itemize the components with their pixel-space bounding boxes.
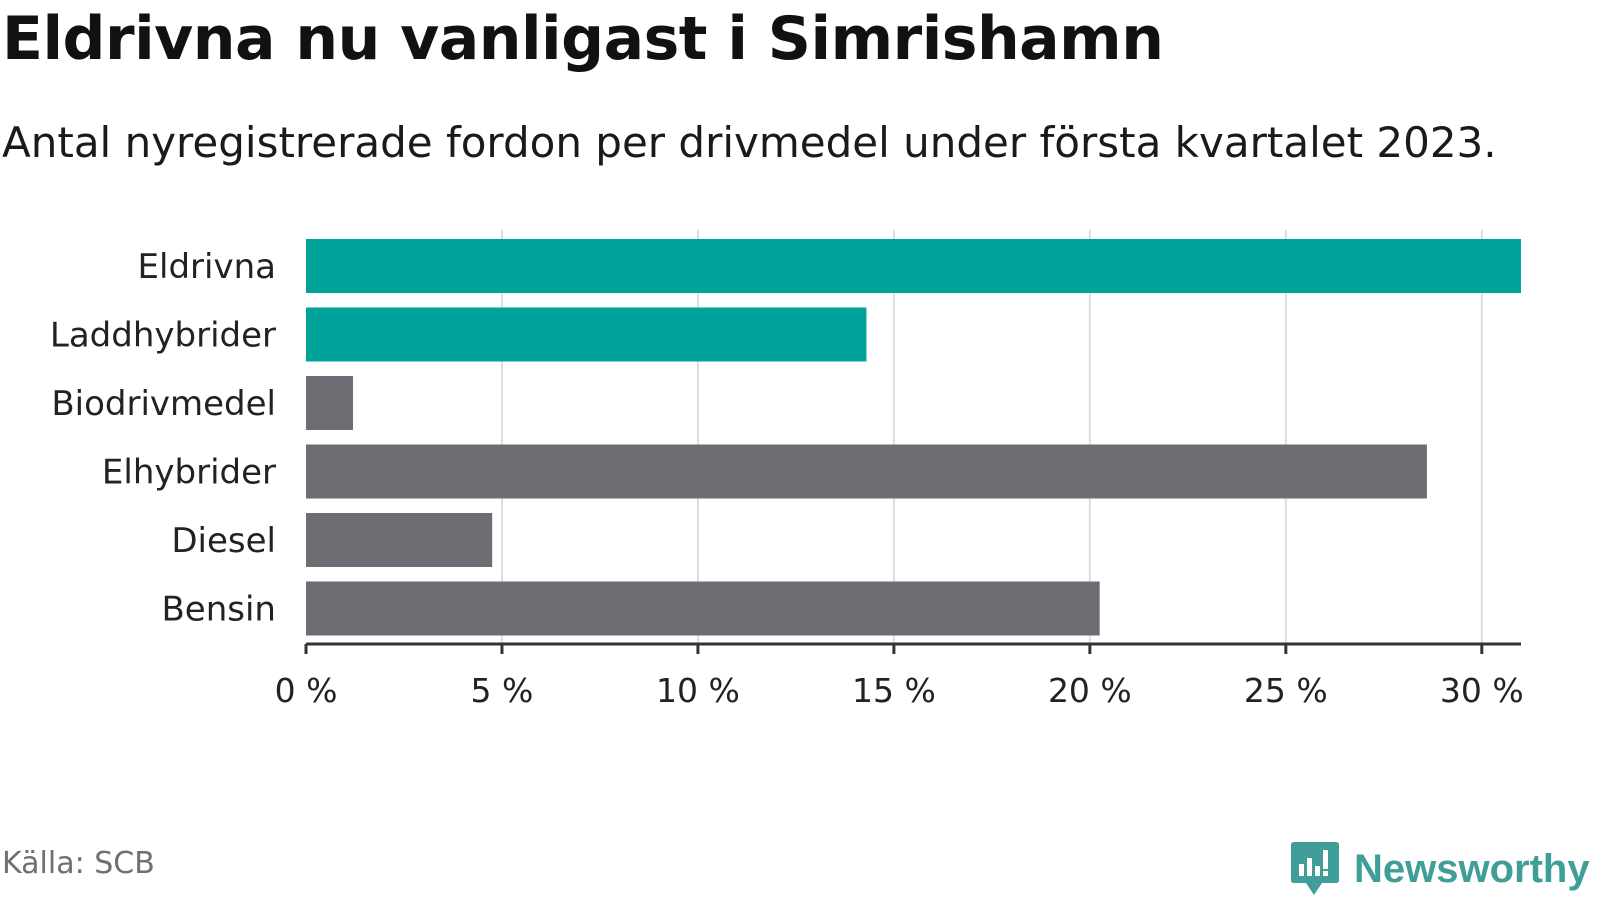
bar-5: [306, 581, 1100, 636]
category-label-0: Eldrivna: [138, 247, 276, 287]
chart-title: Eldrivna nu vanligast i Simrishamn: [2, 4, 1164, 74]
category-label-2: Biodrivmedel: [51, 384, 276, 424]
bar-2: [306, 376, 354, 430]
x-tick-label-0: 0 %: [275, 671, 338, 710]
x-tick-label-4: 20 %: [1048, 671, 1132, 710]
newsworthy-logo-icon: [1291, 842, 1339, 895]
category-label-4: Diesel: [171, 521, 276, 561]
category-label-1: Laddhybrider: [50, 316, 276, 356]
category-label-3: Elhybrider: [102, 453, 276, 493]
brand-logo: Newsworthy: [1290, 838, 1590, 900]
bar-4: [306, 513, 493, 567]
category-label-5: Bensin: [161, 590, 276, 630]
bar-3: [306, 444, 1427, 499]
brand-name: Newsworthy: [1354, 846, 1590, 891]
bar-1: [306, 307, 867, 362]
bar-0: [306, 239, 1521, 293]
source-note: Källa: SCB: [2, 846, 155, 881]
chart-subtitle: Antal nyregistrerade fordon per drivmede…: [2, 118, 1497, 167]
x-tick-label-5: 25 %: [1244, 671, 1328, 710]
x-tick-label-3: 15 %: [852, 671, 936, 710]
x-tick-label-6: 30 %: [1440, 671, 1524, 710]
x-tick-label-1: 5 %: [471, 671, 534, 710]
x-tick-label-2: 10 %: [656, 671, 740, 710]
